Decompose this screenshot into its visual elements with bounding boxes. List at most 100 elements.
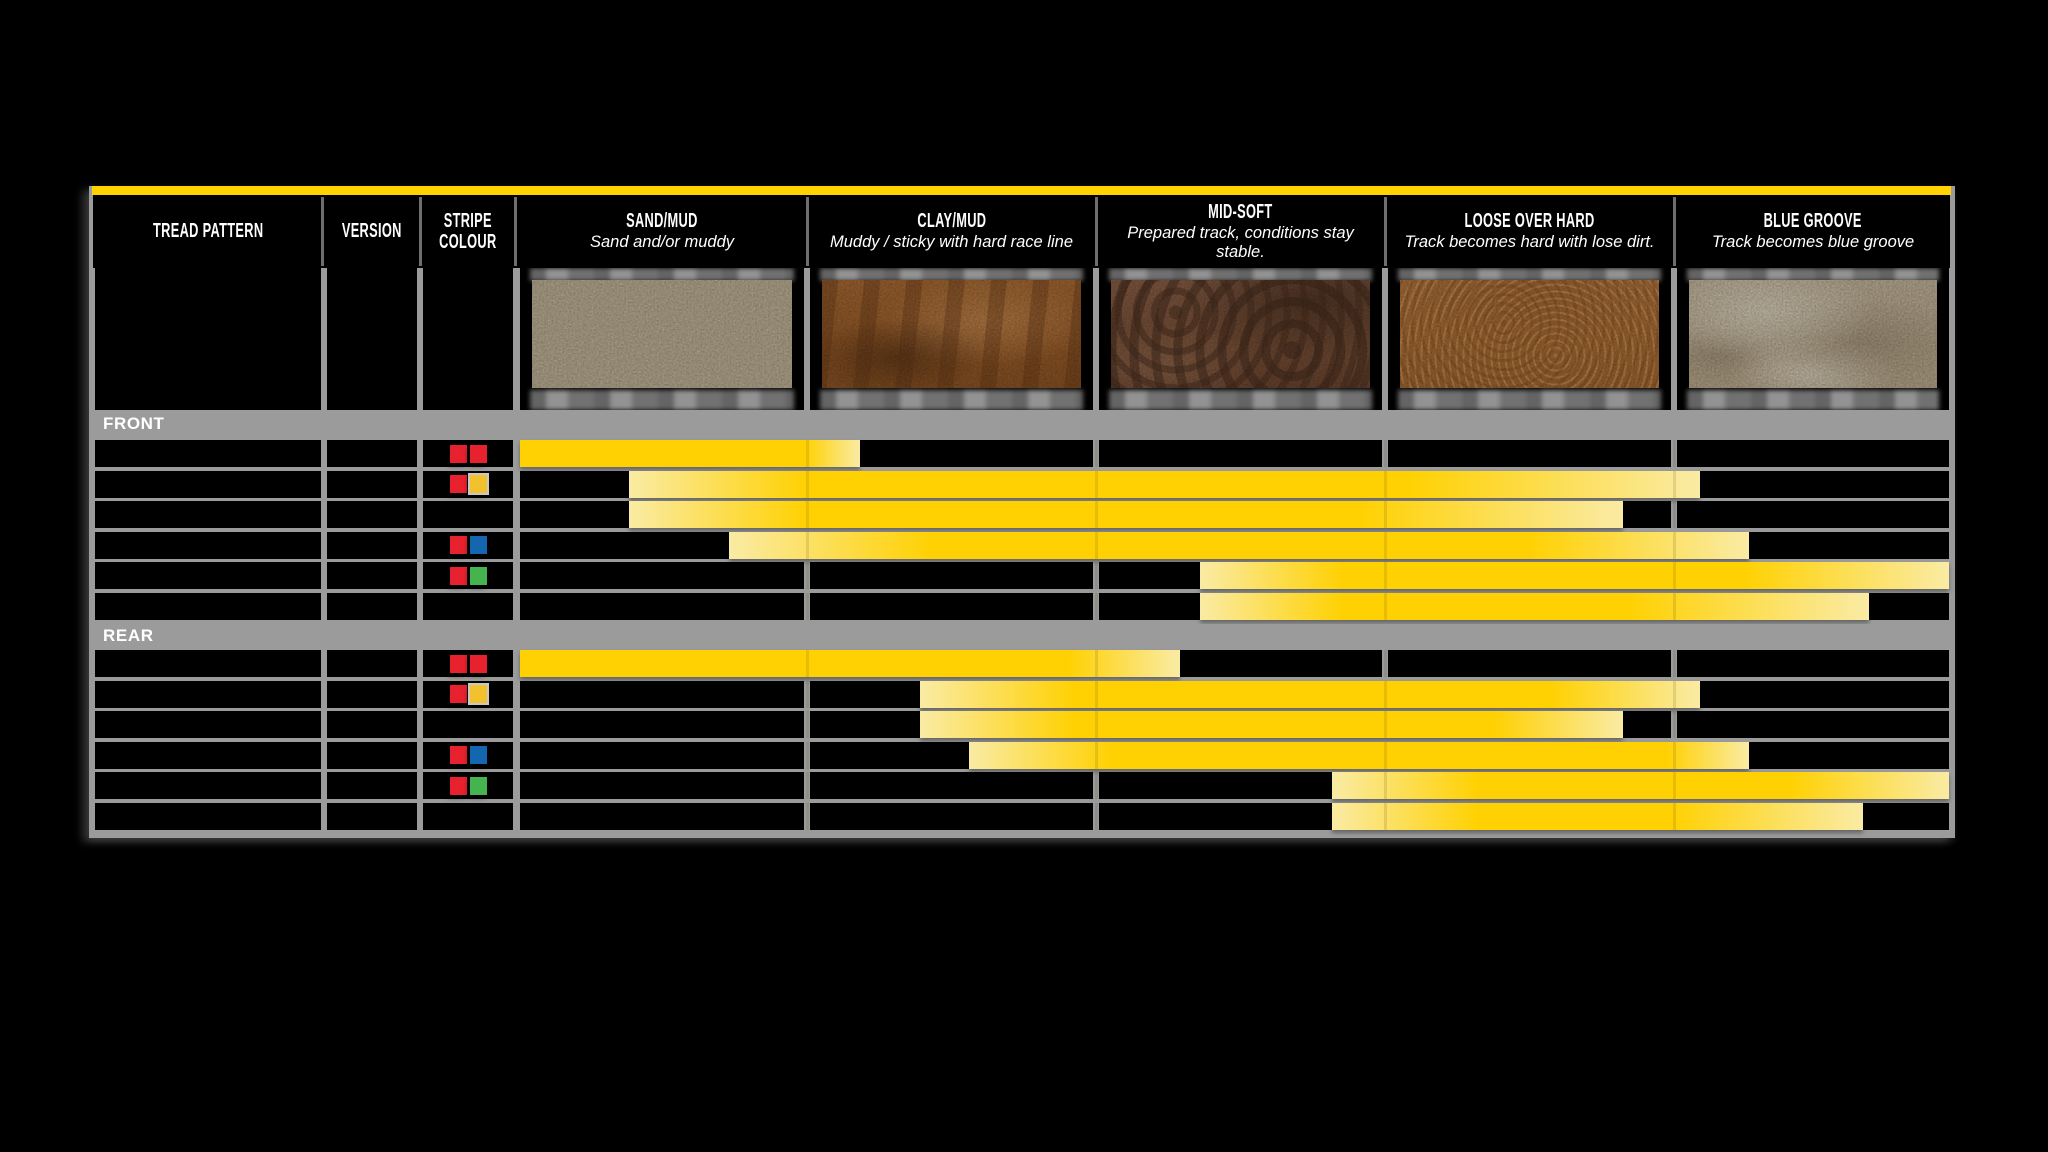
terrain-cell-blue: [1677, 680, 1949, 708]
col-subtitle: Prepared track, conditions stay stable.: [1127, 223, 1354, 261]
terrain-cell-sand: [520, 741, 804, 769]
suitability-bar: [1331, 772, 1949, 799]
header-column-divider: [1094, 197, 1098, 266]
terrain-cell-clay: [810, 802, 1093, 830]
header-column-divider: [1672, 197, 1676, 266]
photo-blur-smear: [1109, 268, 1372, 281]
terrain-column-divider-overlay: [1383, 562, 1387, 589]
version-cell: [327, 711, 417, 738]
terrain-column-divider-overlay: [1094, 470, 1098, 498]
stripe-swatch-red: [449, 654, 467, 673]
header-row: [93, 195, 1950, 268]
col-title: STRIPE COLOUR: [439, 209, 497, 253]
photo-blur-smear: [820, 268, 1083, 281]
stripe-swatch-group: [423, 772, 513, 799]
photo-row-empty-cell: [327, 268, 417, 410]
terrain-cell-blue: [1677, 440, 1949, 467]
stripe-colour-cell: [423, 440, 513, 467]
header-column-divider: [321, 197, 324, 266]
terrain-column-divider-overlay: [1672, 802, 1676, 830]
tread-pattern-cell: [95, 440, 321, 467]
photo-blur-smear: [820, 390, 1083, 410]
version-cell: [327, 741, 417, 769]
table-row: [89, 531, 1955, 559]
table-row: [89, 440, 1955, 467]
terrain-column-divider-overlay: [1383, 680, 1387, 708]
stripe-swatch-red: [449, 776, 467, 795]
terrain-photo-cell-clay: [810, 268, 1093, 410]
stripe-swatch-blue: [469, 746, 487, 764]
terrain-column-divider-overlay: [1383, 531, 1387, 559]
terrain-column-divider-overlay: [1094, 562, 1098, 589]
terrain-column-divider-overlay: [1383, 650, 1387, 677]
tyre-condition-chart-board: TREAD PATTERN VERSION STRIPE COLOUR SAND…: [89, 186, 1955, 838]
col-header-clay-mud: CLAY/MUD Muddy / sticky with hard race l…: [810, 195, 1093, 268]
terrain-cell-sand: [520, 711, 804, 738]
stripe-swatch-group: [423, 742, 513, 769]
terrain-cell-clay: [810, 772, 1093, 799]
col-subtitle: Sand and/or muddy: [589, 233, 734, 251]
tread-pattern-cell: [95, 531, 321, 559]
col-subtitle: Track becomes blue groove: [1711, 233, 1915, 251]
terrain-column-divider-overlay: [1094, 741, 1098, 769]
stripe-swatch-red: [469, 444, 487, 463]
table-row: [89, 501, 1955, 528]
suitability-bar: [920, 680, 1701, 708]
stripe-colour-cell: [423, 772, 513, 799]
terrain-column-divider-overlay: [1383, 772, 1387, 799]
terrain-column-divider-overlay: [805, 531, 809, 559]
photo-frame: [1677, 268, 1949, 410]
suitability-bar: [728, 531, 1749, 559]
col-header-tread-pattern: TREAD PATTERN: [95, 195, 321, 268]
terrain-column-divider-overlay: [1672, 562, 1676, 589]
tread-pattern-cell: [95, 711, 321, 738]
terrain-column-divider-overlay: [1672, 592, 1676, 620]
version-cell: [327, 802, 417, 830]
suitability-bar: [520, 440, 861, 467]
terrain-column-divider-overlay: [805, 501, 809, 528]
stripe-colour-cell: [423, 802, 513, 830]
version-cell: [327, 440, 417, 467]
tread-pattern-cell: [95, 592, 321, 620]
table-row: [89, 562, 1955, 589]
photo-frame: [810, 268, 1093, 410]
stripe-swatch-red: [449, 566, 467, 585]
col-header-loose-over-hard: LOOSE OVER HARD Track becomes hard with …: [1388, 195, 1671, 268]
suitability-bar: [628, 470, 1701, 498]
header-column-divider: [805, 197, 809, 266]
terrain-column-divider-overlay: [805, 741, 809, 769]
header-column-divider: [1383, 197, 1387, 266]
terrain-column-divider-overlay: [1094, 650, 1098, 677]
stripe-swatch-green: [469, 566, 487, 585]
stripe-swatch-red: [449, 685, 467, 703]
terrain-cell-blue: [1677, 650, 1949, 677]
terrain-column-divider-overlay: [1094, 592, 1098, 620]
stripe-swatch-green: [469, 776, 487, 795]
terrain-cell-mid: [1099, 440, 1382, 467]
stripe-colour-cell: [423, 531, 513, 559]
suitability-bar: [1200, 592, 1869, 620]
suitability-bar: [1200, 562, 1949, 589]
terrain-column-divider-overlay: [805, 680, 809, 708]
terrain-column-divider-overlay: [1383, 592, 1387, 620]
photo-frame: [520, 268, 804, 410]
photo-row-empty-cell: [95, 268, 321, 410]
section-band-front: FRONT: [89, 410, 1955, 437]
terrain-column-divider-overlay: [1672, 531, 1676, 559]
col-header-version: VERSION: [327, 195, 417, 268]
version-cell: [327, 562, 417, 589]
terrain-column-divider-overlay: [1672, 711, 1676, 738]
col-header-sand-mud: SAND/MUD Sand and/or muddy: [520, 195, 804, 268]
terrain-column-divider-overlay: [805, 470, 809, 498]
section-band-rear: REAR: [89, 624, 1955, 648]
terrain-photo-cell-blue-groove: [1677, 268, 1949, 410]
suitability-bar: [520, 650, 1181, 677]
table-row: [89, 741, 1955, 769]
version-cell: [327, 650, 417, 677]
tread-pattern-cell: [95, 562, 321, 589]
terrain-cell-sand: [520, 802, 804, 830]
col-title: VERSION: [342, 220, 402, 242]
terrain-cell-sand: [520, 562, 804, 589]
stripe-swatch-red: [469, 654, 487, 673]
top-accent-bar: [92, 186, 1951, 195]
